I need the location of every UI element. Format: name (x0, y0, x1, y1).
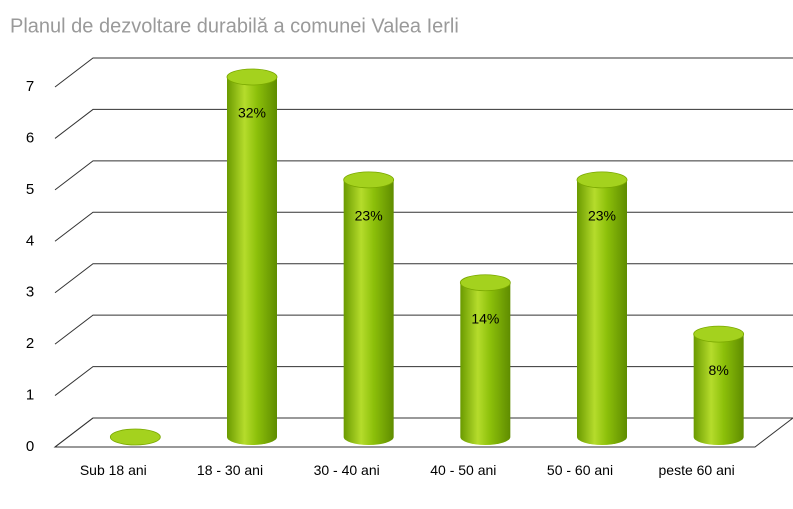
y-tick-label: 4 (26, 232, 34, 249)
grid-line (54, 211, 793, 242)
y-tick-label: 0 (26, 438, 34, 455)
y-tick-label: 5 (26, 181, 34, 198)
bar-body (343, 179, 394, 445)
bar-top (693, 325, 745, 343)
bar (459, 274, 511, 445)
bar-top (343, 171, 395, 189)
bar-top (459, 274, 511, 292)
x-tick-label: 30 - 40 ani (313, 462, 380, 478)
x-tick-label: Sub 18 ani (79, 462, 147, 478)
y-tick-label: 3 (26, 284, 34, 301)
y-tick-label: 7 (26, 78, 34, 95)
bar-top (109, 428, 161, 446)
bar-body (227, 77, 277, 445)
value-label: 32% (238, 105, 266, 121)
bar (693, 325, 745, 445)
bar (343, 171, 395, 445)
grid-line (54, 417, 793, 448)
grid-line (54, 108, 793, 139)
grid-line (54, 160, 793, 191)
bar (576, 171, 628, 445)
bar-body (693, 334, 744, 445)
y-tick-label: 6 (26, 129, 34, 146)
floor (53, 417, 793, 448)
grid-line (54, 57, 793, 88)
grid-line (54, 314, 793, 345)
bar (226, 68, 278, 445)
value-label: 8% (709, 362, 729, 378)
value-label: 23% (355, 208, 383, 224)
y-tick-label: 1 (26, 387, 34, 404)
x-tick-label: 50 - 60 ani (546, 462, 614, 478)
x-tick-label: 40 - 50 ani (430, 462, 497, 478)
grid-line (54, 263, 793, 294)
chart-title: Planul de dezvoltare durabilă a comunei … (10, 15, 459, 37)
grid-line (54, 366, 793, 396)
bar-body (460, 282, 511, 445)
x-tick-label: 18 - 30 ani (196, 462, 264, 478)
value-label: 14% (471, 310, 499, 326)
bar-top (226, 68, 278, 86)
x-tick-label: peste 60 ani (658, 462, 735, 478)
y-tick-label: 2 (26, 335, 34, 352)
bar (109, 428, 161, 446)
value-label: 23% (588, 208, 616, 224)
bar-body (577, 179, 627, 445)
bar-top (576, 171, 628, 189)
